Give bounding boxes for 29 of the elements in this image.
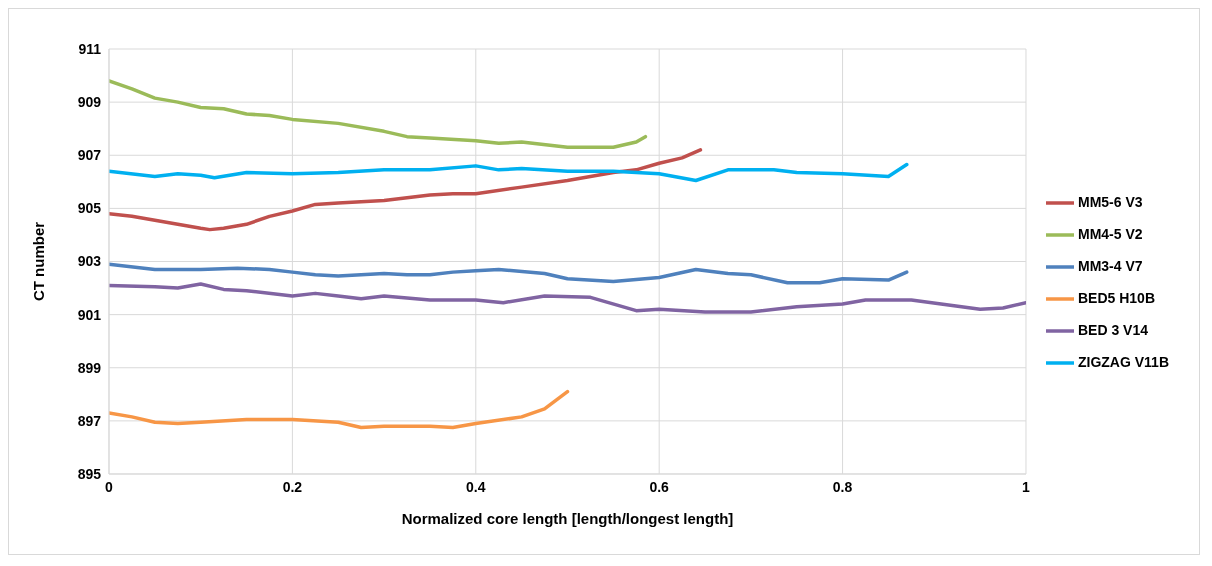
legend-label: MM4-5 V2 xyxy=(1077,225,1143,242)
x-tick-label: 0 xyxy=(105,478,114,495)
y-tick-label: 899 xyxy=(77,359,102,376)
y-tick-label: 897 xyxy=(77,412,102,429)
y-tick-label: 909 xyxy=(77,94,102,111)
y-tick-label: 895 xyxy=(77,465,102,482)
x-tick-label: 1 xyxy=(1022,478,1031,495)
line-series xyxy=(109,282,1026,314)
line-series xyxy=(109,148,703,232)
legend-label: BED 3 V14 xyxy=(1077,321,1149,338)
legend-label: MM3-4 V7 xyxy=(1077,257,1143,274)
x-axis-title: Normalized core length [length/longest length] xyxy=(401,510,734,527)
x-tick-label: 0.8 xyxy=(832,478,853,495)
y-tick-label: 901 xyxy=(77,306,102,323)
y-tick-label: 907 xyxy=(77,147,102,164)
legend-label: BED5 H10B xyxy=(1077,289,1155,306)
line-series xyxy=(109,79,648,150)
x-tick-label: 0.2 xyxy=(282,478,303,495)
y-axis-title: CT number xyxy=(30,221,48,302)
legend-label: ZIGZAG V11B xyxy=(1077,353,1169,370)
y-tick-label: 911 xyxy=(78,40,102,57)
x-tick-label: 0.4 xyxy=(466,478,486,495)
line-series xyxy=(109,162,909,183)
y-tick-label: 905 xyxy=(77,200,102,217)
y-tick-label: 903 xyxy=(77,253,102,270)
line-series xyxy=(109,389,570,430)
line-series xyxy=(109,262,909,285)
legend-label: MM5-6 V3 xyxy=(1077,193,1143,210)
x-tick-label: 0.6 xyxy=(649,478,670,495)
